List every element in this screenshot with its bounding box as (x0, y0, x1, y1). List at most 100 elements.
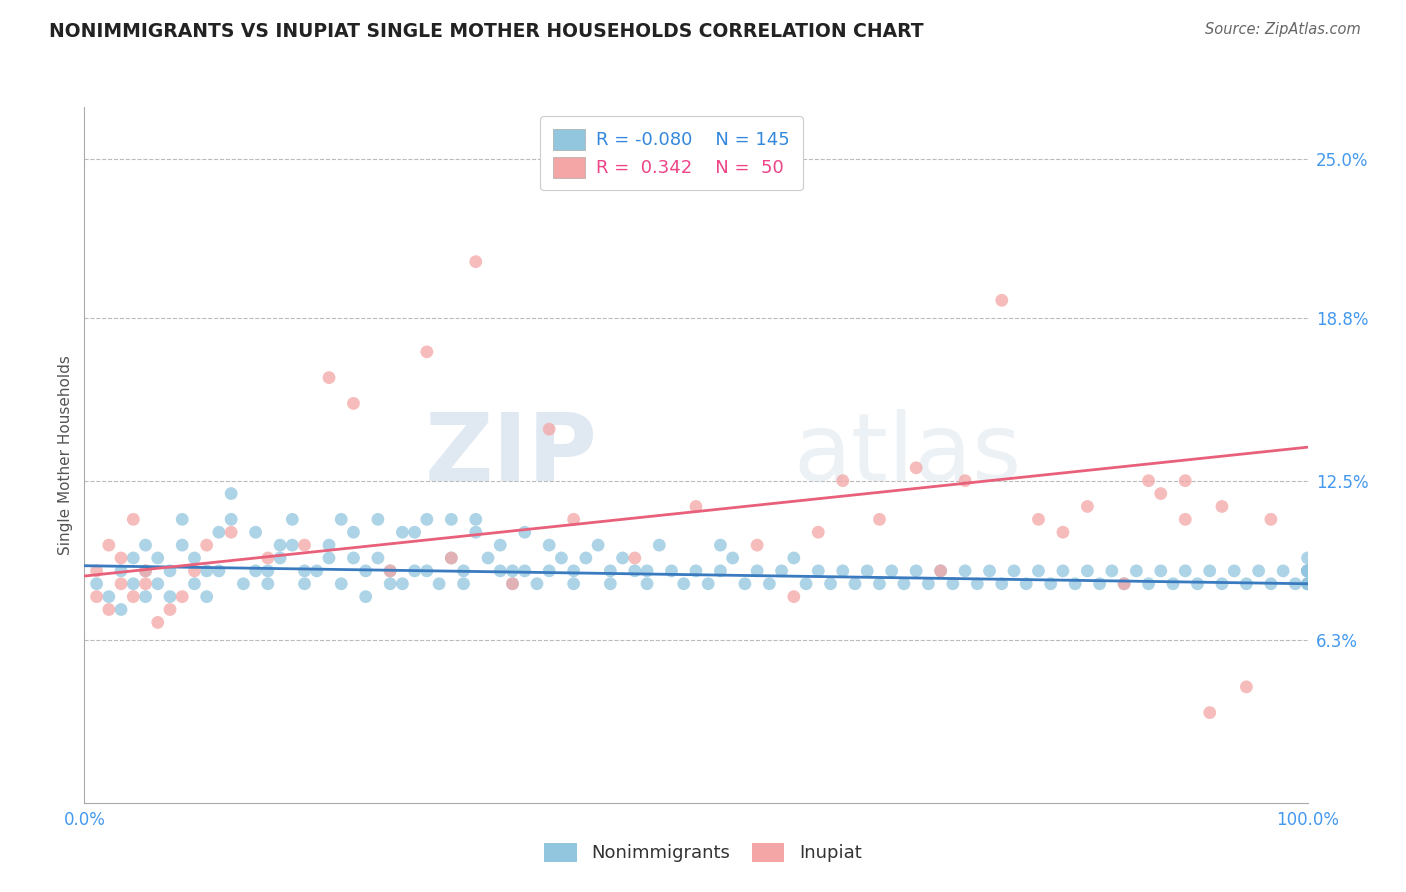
Point (294, 564, 316, 578)
Point (831, 474, 853, 488)
Point (979, 564, 1001, 578)
Point (562, 512, 585, 526)
Text: Source: ZipAtlas.com: Source: ZipAtlas.com (1205, 22, 1361, 37)
Point (1223, 564, 1246, 578)
Point (380, 564, 402, 578)
Point (807, 525, 830, 540)
Point (135, 564, 157, 578)
Point (1187, 576, 1209, 591)
Point (758, 576, 780, 591)
Point (709, 564, 731, 578)
Point (1284, 576, 1306, 591)
Point (416, 344, 439, 359)
Point (929, 564, 952, 578)
Point (1114, 576, 1136, 591)
Point (612, 551, 634, 566)
Point (586, 538, 609, 552)
Point (599, 564, 621, 578)
Point (1101, 564, 1123, 578)
Point (770, 564, 793, 578)
Point (122, 512, 145, 526)
Point (562, 564, 585, 578)
Point (110, 564, 132, 578)
Point (905, 564, 928, 578)
Point (416, 512, 439, 526)
Legend: R = -0.080    N = 145, R =  0.342    N =  50: R = -0.080 N = 145, R = 0.342 N = 50 (540, 116, 803, 190)
Point (905, 460, 928, 475)
Point (538, 538, 561, 552)
Point (1236, 680, 1258, 694)
Point (636, 564, 658, 578)
Point (146, 615, 169, 630)
Point (281, 512, 304, 526)
Point (159, 564, 181, 578)
Point (281, 538, 304, 552)
Point (513, 564, 536, 578)
Point (502, 576, 524, 591)
Point (1002, 564, 1025, 578)
Point (195, 538, 218, 552)
Point (1028, 512, 1050, 526)
Point (183, 551, 205, 566)
Point (380, 576, 402, 591)
Point (1260, 512, 1282, 526)
Point (464, 512, 486, 526)
Point (526, 576, 548, 591)
Point (172, 590, 194, 604)
Point (318, 538, 340, 552)
Point (318, 370, 340, 384)
Point (464, 254, 486, 268)
Point (245, 525, 267, 540)
Point (1272, 564, 1295, 578)
Point (183, 576, 205, 591)
Point (219, 525, 242, 540)
Point (1039, 576, 1062, 591)
Point (440, 551, 463, 566)
Point (342, 525, 364, 540)
Point (489, 564, 512, 578)
Point (453, 576, 475, 591)
Point (427, 576, 450, 591)
Point (195, 590, 218, 604)
Point (294, 538, 316, 552)
Point (1296, 564, 1319, 578)
Point (734, 576, 756, 591)
Point (1296, 564, 1319, 578)
Text: NONIMMIGRANTS VS INUPIAT SINGLE MOTHER HOUSEHOLDS CORRELATION CHART: NONIMMIGRANTS VS INUPIAT SINGLE MOTHER H… (49, 22, 924, 41)
Point (575, 551, 598, 566)
Point (1015, 576, 1038, 591)
Point (97, 602, 120, 616)
Point (219, 486, 242, 500)
Point (1296, 564, 1319, 578)
Point (416, 564, 439, 578)
Point (86, 576, 108, 591)
Point (991, 293, 1014, 308)
Point (97, 538, 120, 552)
Point (1296, 576, 1319, 591)
Point (599, 576, 621, 591)
Point (453, 564, 475, 578)
Point (1211, 576, 1233, 591)
Point (1174, 564, 1197, 578)
Point (831, 564, 853, 578)
Point (135, 590, 157, 604)
Point (159, 590, 181, 604)
Point (1296, 576, 1319, 591)
Point (269, 551, 291, 566)
Point (404, 525, 426, 540)
Point (648, 538, 671, 552)
Point (1174, 474, 1197, 488)
Point (697, 576, 720, 591)
Point (869, 512, 891, 526)
Point (146, 576, 169, 591)
Point (917, 576, 939, 591)
Point (367, 512, 389, 526)
Point (122, 551, 145, 566)
Point (672, 576, 695, 591)
Point (294, 576, 316, 591)
Point (550, 551, 572, 566)
Point (1236, 576, 1258, 591)
Y-axis label: Single Mother Households: Single Mother Households (58, 355, 73, 555)
Point (513, 525, 536, 540)
Point (966, 576, 988, 591)
